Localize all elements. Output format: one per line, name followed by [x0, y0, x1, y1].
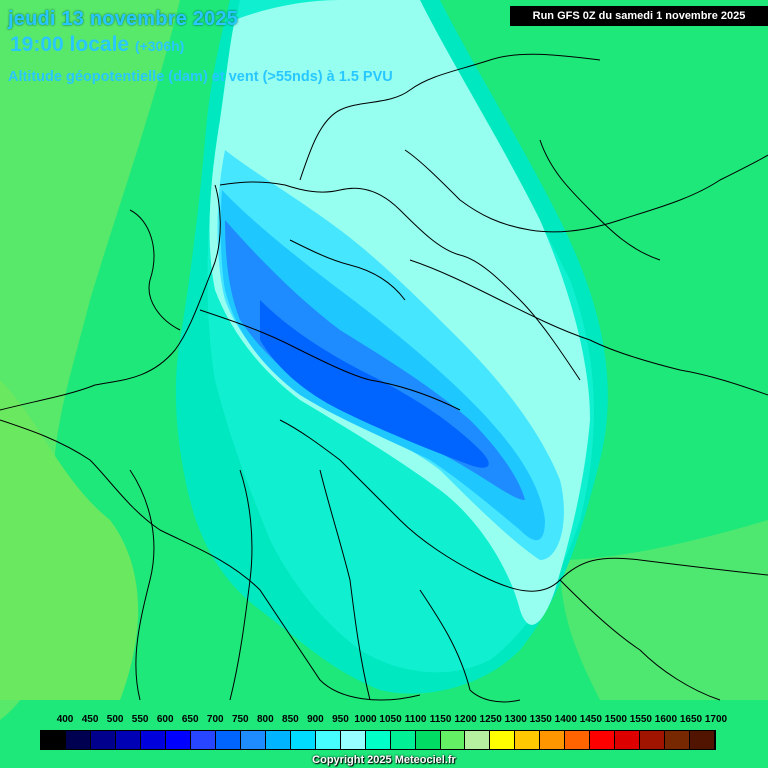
legend-label: 500	[106, 714, 124, 725]
copyright-text: Copyright 2025 Meteociel.fr	[312, 754, 456, 766]
legend-label: 1050	[379, 714, 402, 725]
legend-swatch	[115, 731, 141, 749]
forecast-time: 19:00 locale (+306h)	[10, 33, 184, 57]
light-green-east	[560, 520, 768, 700]
legend-swatch	[665, 731, 691, 749]
legend-label: 850	[282, 714, 299, 725]
legend-swatch	[415, 731, 441, 749]
legend-swatch	[365, 731, 391, 749]
legend-swatch	[41, 731, 66, 749]
legend-label: 1450	[579, 714, 602, 725]
legend-label: 1350	[529, 714, 552, 725]
parameter-description: Altitude géopotentielle (dam) et vent (>…	[8, 69, 393, 85]
legend-label: 1500	[604, 714, 627, 725]
legend-swatch	[315, 731, 341, 749]
legend-swatch	[440, 731, 466, 749]
legend-swatch	[240, 731, 266, 749]
forecast-offset: (+306h)	[134, 38, 185, 54]
legend-swatch	[565, 731, 591, 749]
legend-swatch	[165, 731, 191, 749]
legend-swatch	[390, 731, 416, 749]
legend-swatch	[640, 731, 666, 749]
legend-label: 1100	[404, 714, 427, 725]
legend-label: 400	[56, 714, 74, 725]
legend-label: 950	[332, 714, 349, 725]
legend-swatch	[515, 731, 541, 749]
run-info-box: Run GFS 0Z du samedi 1 novembre 2025	[510, 6, 768, 26]
legend-label: 1250	[479, 714, 502, 725]
legend-label: 450	[81, 714, 99, 725]
legend-swatch	[690, 731, 716, 749]
legend-swatch	[65, 731, 91, 749]
legend-swatch	[265, 731, 291, 749]
legend-label: 900	[307, 714, 324, 725]
legend-label: 1650	[679, 714, 703, 725]
legend-label: 1700	[704, 714, 728, 725]
legend-label: 1550	[629, 714, 652, 725]
legend-label: 1000	[354, 714, 377, 725]
forecast-time-label: 19:00 locale	[10, 33, 130, 56]
legend-swatch	[290, 731, 316, 749]
light-green-west-2	[0, 380, 139, 700]
legend-label: 750	[231, 714, 249, 725]
legend-swatch	[190, 731, 216, 749]
legend-label: 1600	[654, 714, 678, 725]
forecast-date: jeudi 13 novembre 2025	[8, 8, 239, 30]
legend-swatch	[465, 731, 491, 749]
legend-label: 600	[156, 714, 174, 725]
legend-label: 1150	[429, 714, 452, 725]
legend-swatch	[615, 731, 641, 749]
color-legend-bar	[40, 730, 716, 750]
legend-label: 550	[131, 714, 149, 725]
borders	[0, 53, 768, 703]
legend-swatch	[90, 731, 116, 749]
legend-label: 800	[256, 714, 274, 725]
legend-label: 700	[206, 714, 224, 725]
legend-swatch	[140, 731, 166, 749]
blue-core-2	[260, 300, 489, 468]
legend-swatch	[540, 731, 566, 749]
legend-label: 1200	[454, 714, 477, 725]
legend-swatch	[215, 731, 241, 749]
legend-swatch	[590, 731, 616, 749]
legend-label: 1400	[554, 714, 577, 725]
legend-swatch	[490, 731, 516, 749]
legend-swatch	[340, 731, 366, 749]
legend-labels: 400 450 500 550 600 650 700 750 800 850 900 950 1000…	[40, 714, 727, 726]
legend-label: 650	[181, 714, 199, 725]
legend-label: 1300	[504, 714, 527, 725]
